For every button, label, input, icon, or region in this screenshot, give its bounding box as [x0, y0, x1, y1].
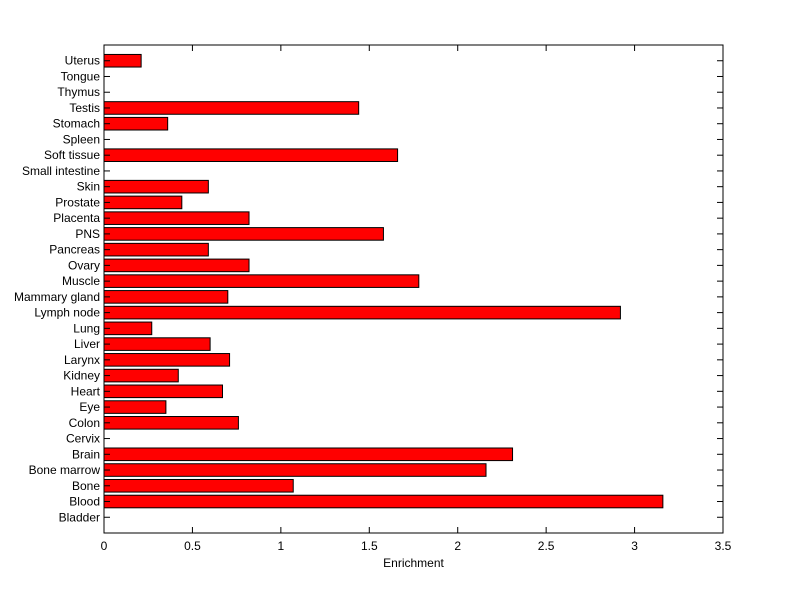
bar-soft-tissue — [103, 148, 399, 162]
y-tick-label: Soft tissue — [44, 148, 100, 162]
y-tick-label: Liver — [74, 337, 100, 351]
y-tick-label: Testis — [69, 101, 100, 115]
y-tick-label: Skin — [77, 180, 100, 194]
bar-larynx — [103, 353, 231, 367]
y-tick-label: Lung — [73, 321, 100, 335]
bar-heart — [103, 384, 223, 399]
y-tick-label: Tongue — [61, 69, 101, 83]
bar-placenta — [103, 211, 250, 225]
bar-eye — [103, 400, 167, 414]
y-tick-label: Colon — [69, 416, 100, 430]
y-tick-label: Lymph node — [34, 306, 100, 320]
y-tick-label: Prostate — [55, 195, 100, 209]
bar-lymph-node — [103, 305, 621, 320]
y-tick-label: Pancreas — [49, 243, 100, 257]
y-tick-label: Eye — [79, 400, 100, 414]
bar-colon — [103, 416, 239, 430]
bar-blood — [103, 494, 664, 509]
y-tick-label: Blood — [69, 495, 100, 509]
bar-bone — [103, 478, 294, 493]
y-tick-label: Kidney — [63, 369, 100, 383]
y-tick-label: Muscle — [62, 274, 100, 288]
y-tick-label: Uterus — [65, 54, 100, 68]
y-tick-label: Spleen — [63, 132, 100, 146]
bar-brain — [103, 447, 514, 462]
bar-ovary — [103, 258, 250, 273]
y-tick-label: Thymus — [57, 85, 100, 99]
bar-lung — [103, 321, 153, 336]
y-tick-label: Ovary — [68, 258, 100, 272]
y-tick-label: Brain — [72, 447, 100, 461]
x-tick-label: 3 — [631, 539, 638, 553]
y-tick-label: Small intestine — [22, 164, 100, 178]
y-tick-label: Heart — [71, 384, 101, 398]
y-tick-label: Mammary gland — [14, 290, 100, 304]
x-tick-label: 1.5 — [361, 539, 378, 553]
x-tick-label: 2 — [454, 539, 461, 553]
bar-muscle — [103, 274, 420, 288]
x-tick-label: 2.5 — [538, 539, 555, 553]
y-tick-label: Stomach — [53, 117, 100, 131]
bar-testis — [103, 101, 360, 115]
y-tick-label: Bone marrow — [29, 463, 101, 477]
x-tick-label: 3.5 — [715, 539, 732, 553]
bar-stomach — [103, 116, 169, 131]
y-tick-label: Larynx — [64, 353, 100, 367]
bar-mammary-gland — [103, 290, 229, 304]
y-tick-label: PNS — [75, 227, 100, 241]
bar-pns — [103, 227, 384, 241]
plot-frame — [103, 44, 724, 534]
y-tick-label: Placenta — [53, 211, 100, 225]
bar-prostate — [103, 195, 183, 210]
y-tick-label: Bladder — [59, 510, 100, 524]
x-tick-label: 0.5 — [184, 539, 201, 553]
y-tick-label: Cervix — [66, 432, 100, 446]
x-tick-label: 0 — [101, 539, 108, 553]
bar-liver — [103, 337, 211, 351]
bar-kidney — [103, 368, 179, 383]
bar-skin — [103, 179, 209, 194]
y-tick-label: Bone — [72, 479, 100, 493]
x-axis-label: Enrichment — [383, 556, 444, 570]
bar-pancreas — [103, 242, 209, 257]
x-tick-label: 1 — [278, 539, 285, 553]
bar-bone-marrow — [103, 463, 487, 477]
